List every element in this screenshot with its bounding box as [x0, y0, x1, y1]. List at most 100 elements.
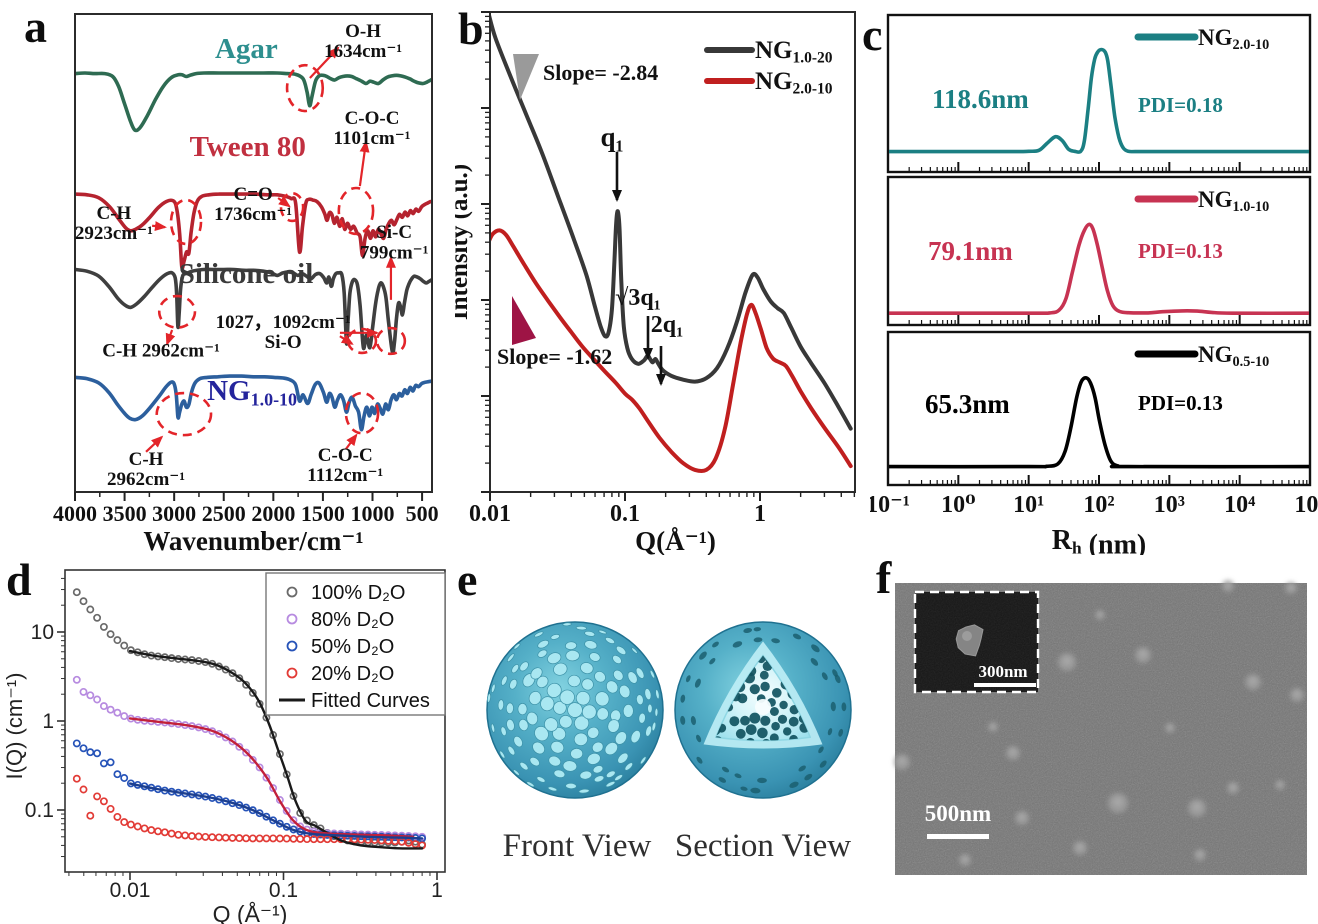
- nanoparticle-core: [1249, 677, 1257, 685]
- peak-annotation: 1027，1092cm⁻¹ Si-O: [216, 312, 351, 353]
- legend-label: NG0.5-10: [1198, 342, 1269, 370]
- pore: [631, 647, 638, 654]
- highlight-ellipse: [155, 391, 213, 437]
- panel-a-ftir: a 4000 3500 3000 2500 2000 1500 1000 500 Wavenum…: [0, 0, 455, 556]
- rim-pore: [792, 633, 802, 640]
- inner-dot: [772, 688, 782, 698]
- rim-pore: [721, 766, 730, 773]
- distribution-curve: [889, 222, 1309, 316]
- pore: [487, 693, 491, 703]
- rim-pore: [834, 674, 841, 684]
- annotation-arrow: [165, 329, 176, 346]
- inner-dot: [746, 737, 755, 741]
- data-point: [113, 708, 122, 717]
- data-point: [147, 826, 156, 835]
- pore: [605, 680, 619, 694]
- x-axis-title: Q(Å⁻¹): [635, 526, 716, 555]
- nanoparticle-core: [1277, 781, 1283, 787]
- pore: [614, 774, 623, 781]
- x-tick-label: 10³: [1154, 492, 1185, 518]
- size-label: 65.3nm: [925, 389, 1010, 419]
- data-point: [242, 680, 251, 689]
- rim-pore: [798, 765, 806, 772]
- data-point: [72, 588, 81, 597]
- data-point: [201, 832, 210, 841]
- section-view-label: Section View: [675, 828, 851, 864]
- inner-dot: [740, 715, 750, 726]
- annotation-arrow: [339, 334, 354, 345]
- data-point: [126, 646, 135, 655]
- pore: [567, 674, 581, 688]
- legend-label: 100% D₂O: [311, 582, 405, 604]
- plot-frame: [489, 11, 856, 493]
- y-tick-label: 1: [42, 710, 54, 733]
- inset-particle: [955, 624, 984, 657]
- annotation: q₁: [600, 122, 623, 152]
- data-point: [289, 834, 298, 843]
- data-point: [262, 834, 271, 843]
- highlight-ellipse: [169, 198, 203, 246]
- pore: [624, 762, 634, 771]
- pore: [640, 756, 647, 765]
- data-point: [86, 811, 95, 820]
- annotation: Slope= -2.84: [543, 60, 658, 85]
- highlight-ellipse: [279, 191, 305, 223]
- slope-triangle: [513, 54, 539, 100]
- x-tick-label: 10⁴: [1224, 492, 1255, 518]
- x-tick-label: 4000: [53, 501, 97, 526]
- slope-triangle: [512, 296, 536, 345]
- annotation-arrow: [345, 433, 358, 450]
- data-point: [194, 832, 203, 841]
- pore: [617, 752, 629, 764]
- data-point: [93, 613, 102, 622]
- pore: [596, 707, 609, 721]
- highlight-ellipse: [375, 326, 407, 356]
- pore: [647, 703, 653, 714]
- data-point: [113, 770, 122, 779]
- nanoparticle-core: [1062, 656, 1072, 666]
- data-point: [262, 812, 271, 821]
- highlight-ellipse: [346, 327, 378, 355]
- nanoparticle-core: [1018, 813, 1026, 821]
- data-point: [79, 744, 88, 753]
- data-point: [174, 830, 183, 839]
- inner-dot: [788, 716, 799, 727]
- pore: [530, 667, 543, 680]
- rim-pore: [690, 716, 696, 726]
- data-point: [140, 824, 149, 833]
- inner-dot: [735, 728, 746, 739]
- inner-dot: [760, 681, 770, 692]
- front-pores: [487, 622, 660, 794]
- pore: [593, 775, 605, 783]
- pore: [529, 756, 540, 767]
- ftir-chart: 4000 3500 3000 2500 2000 1500 1000 500 Wavenumbe…: [53, 13, 439, 555]
- pore: [526, 781, 535, 788]
- pore: [575, 691, 591, 706]
- peak-annotation: C-H 2962cm⁻¹: [102, 341, 220, 362]
- pore: [501, 675, 508, 686]
- inner-dot: [769, 733, 779, 741]
- rim-pore: [743, 627, 753, 634]
- data-point: [126, 820, 135, 829]
- spectrum-silicone-oil: [76, 267, 431, 355]
- pore: [511, 664, 520, 674]
- inner-dot: [749, 712, 761, 724]
- pore: [548, 755, 561, 767]
- dls-chart: NG2.0-10 118.6nm PDI=0.18 NG1.0-10 79.1nm PDI…: [870, 13, 1318, 555]
- section-rim-pores: [680, 627, 847, 794]
- rim-pore: [818, 746, 824, 754]
- pore: [604, 636, 616, 645]
- data-point: [282, 834, 291, 843]
- inner-dot: [771, 721, 780, 731]
- data-point: [248, 688, 257, 697]
- data-point: [235, 834, 244, 843]
- nanoparticle-core: [1230, 784, 1236, 790]
- pore: [612, 654, 622, 665]
- inner-dot: [757, 727, 768, 739]
- nanoparticle-core: [1009, 748, 1017, 756]
- annotation: 2q₁: [651, 312, 684, 338]
- size-label: 118.6nm: [932, 84, 1029, 114]
- data-point: [106, 630, 115, 639]
- x-tick-label: 10²: [1083, 492, 1114, 518]
- x-tick-label: 0.01: [110, 879, 151, 902]
